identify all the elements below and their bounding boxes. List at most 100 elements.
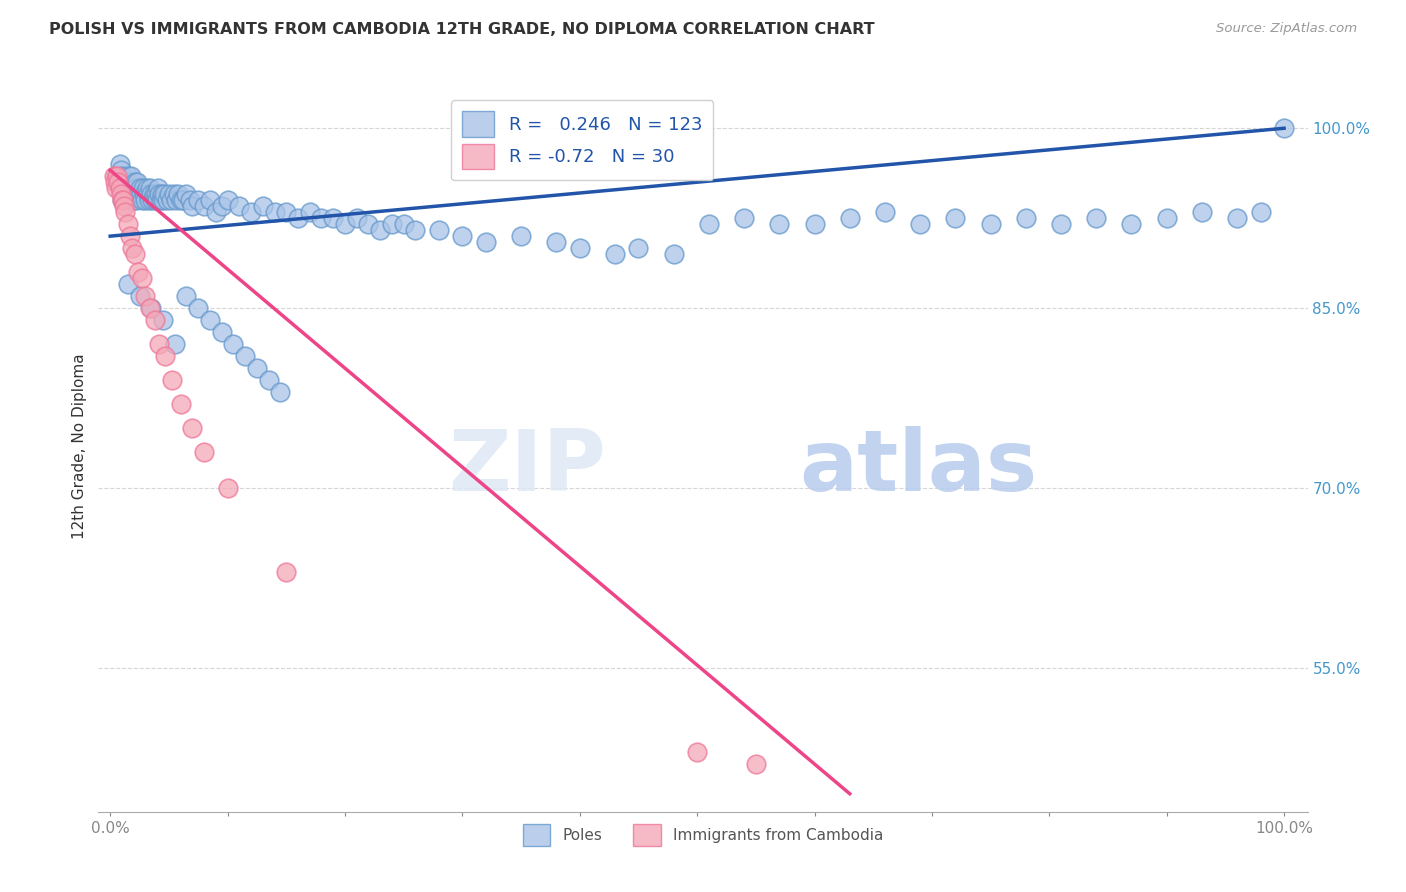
Point [112,181,135,195]
Point [121,241,143,255]
Point [257,373,280,387]
Point [276,565,298,579]
Point [117,181,139,195]
Point [662,247,685,261]
Point [298,205,321,219]
Point [176,187,198,202]
Point [980,217,1002,231]
Point [404,223,426,237]
Point [276,205,298,219]
Point [745,756,768,771]
Point [269,385,291,400]
Point [120,169,142,184]
Point [104,175,127,189]
Point [124,175,146,189]
Point [945,211,967,226]
Point [112,193,135,207]
Point [117,217,139,231]
Point [838,211,860,226]
Point [148,181,170,195]
Point [107,175,129,189]
Point [103,169,125,184]
Point [427,223,450,237]
Point [152,313,174,327]
Point [1191,205,1213,219]
Point [120,181,142,195]
Point [142,187,165,202]
Point [125,181,148,195]
Point [233,349,256,363]
Point [768,217,790,231]
Point [333,217,356,231]
Point [1085,211,1108,226]
Point [222,337,245,351]
Point [141,301,163,315]
Text: Source: ZipAtlas.com: Source: ZipAtlas.com [1216,22,1357,36]
Point [1121,217,1143,231]
Point [176,289,198,303]
Point [1050,217,1073,231]
Point [148,337,170,351]
Point [733,211,755,226]
Point [211,199,233,213]
Point [111,193,134,207]
Point [111,181,134,195]
Point [204,205,226,219]
Point [108,181,131,195]
Point [157,187,180,202]
Point [475,235,498,249]
Legend: Poles, Immigrants from Cambodia: Poles, Immigrants from Cambodia [517,818,889,852]
Point [228,199,250,213]
Point [187,193,209,207]
Point [105,181,128,195]
Point [546,235,568,249]
Point [603,247,626,261]
Point [141,193,163,207]
Point [163,337,186,351]
Point [153,187,176,202]
Point [118,187,141,202]
Point [211,325,233,339]
Point [803,217,825,231]
Point [139,181,162,195]
Point [149,193,172,207]
Point [217,481,239,495]
Point [908,217,931,231]
Point [697,217,720,231]
Point [627,241,650,255]
Point [124,247,146,261]
Point [134,289,156,303]
Point [381,217,404,231]
Point [139,301,162,315]
Point [169,193,191,207]
Point [287,211,309,226]
Point [1226,211,1249,226]
Point [263,205,285,219]
Point [120,193,142,207]
Point [138,193,160,207]
Text: ZIP: ZIP [449,426,606,509]
Point [141,187,163,202]
Point [165,193,187,207]
Point [114,205,136,219]
Point [162,187,184,202]
Point [198,313,221,327]
Point [193,445,215,459]
Point [134,187,156,202]
Point [169,397,191,411]
Point [122,181,145,195]
Point [217,193,239,207]
Point [1250,205,1272,219]
Point [117,277,139,292]
Point [112,175,135,189]
Point [155,193,177,207]
Point [110,163,132,178]
Point [357,217,380,231]
Point [155,349,177,363]
Point [127,265,149,279]
Point [146,193,169,207]
Point [193,199,215,213]
Point [181,421,204,435]
Point [131,271,153,285]
Point [143,193,166,207]
